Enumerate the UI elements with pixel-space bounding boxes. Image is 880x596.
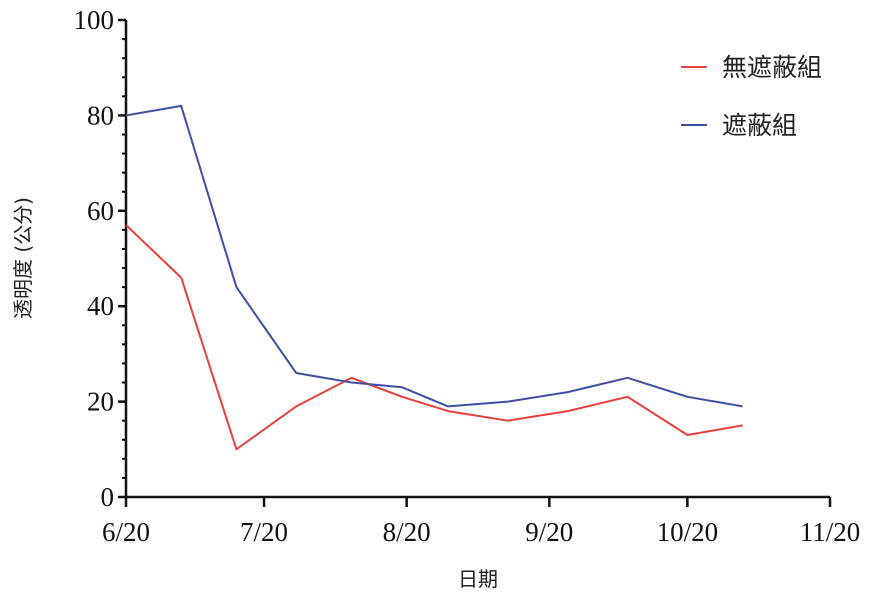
x-tick-label: 10/20	[657, 517, 719, 547]
y-tick-label: 60	[87, 196, 114, 226]
x-ticks: 6/20 7/20 8/20 9/20 10/20 11/20	[102, 497, 860, 547]
x-tick-label: 11/20	[800, 517, 861, 547]
y-tick-label: 20	[87, 387, 114, 417]
x-tick-label: 7/20	[240, 517, 288, 547]
y-ticks: 0 20 40 60 80 100	[74, 5, 126, 512]
y-tick-label: 100	[74, 5, 115, 35]
series-line-1	[125, 104, 743, 408]
legend: 無遮蔽組 遮蔽組	[681, 53, 822, 140]
x-tick-label: 9/20	[525, 517, 573, 547]
y-tick-label: 40	[87, 291, 114, 321]
x-tick-label: 8/20	[383, 517, 431, 547]
y-tick-label: 0	[101, 482, 115, 512]
series-layer	[125, 104, 743, 451]
y-axis-title: 透明度 (公分)	[11, 197, 35, 319]
legend-label-unshaded: 無遮蔽組	[722, 53, 822, 82]
legend-label-shaded: 遮蔽組	[722, 111, 797, 140]
axes	[124, 20, 830, 499]
x-tick-label: 6/20	[102, 517, 150, 547]
y-tick-label: 80	[87, 100, 114, 130]
x-axis-title: 日期	[458, 567, 498, 591]
series-line-0	[125, 224, 743, 451]
